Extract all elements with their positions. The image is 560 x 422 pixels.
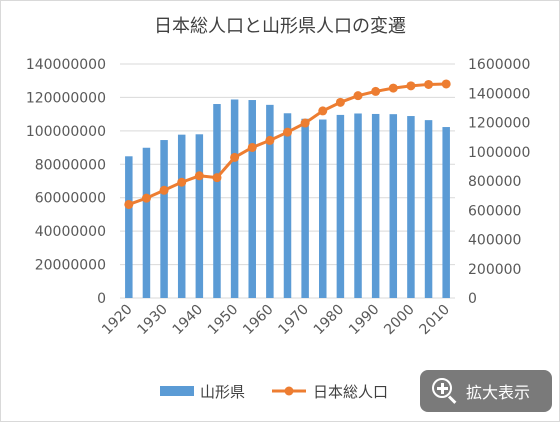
legend: 山形県 日本総人口 <box>160 383 388 401</box>
bar-yamagata-1960 <box>266 104 274 298</box>
zoom-button-label: 拡大表示 <box>466 383 531 402</box>
right-tick-label: 200000 <box>468 262 521 278</box>
point-japan-1950 <box>230 152 240 162</box>
bar-yamagata-1975 <box>319 119 327 299</box>
bar-yamagata-1940 <box>195 134 204 298</box>
right-tick-label: 1000000 <box>468 145 530 161</box>
bar-yamagata-2000 <box>407 116 415 298</box>
point-japan-2000 <box>406 81 416 91</box>
point-japan-1955 <box>247 142 257 152</box>
right-tick-label: 600000 <box>468 203 521 219</box>
bar-yamagata-1930 <box>160 140 168 298</box>
point-japan-1985 <box>353 91 363 101</box>
x-tick-label: 2000 <box>381 302 418 339</box>
legend-marker-japan <box>284 386 294 396</box>
bar-yamagata-1950 <box>230 99 239 298</box>
point-japan-2010 <box>441 79 451 89</box>
bar-yamagata-1970 <box>301 118 309 299</box>
right-tick-label: 1600000 <box>468 57 530 73</box>
bar-yamagata-1945 <box>213 104 221 299</box>
zoom-in-icon <box>432 378 458 404</box>
point-japan-1960 <box>265 135 275 145</box>
point-japan-1995 <box>388 83 398 93</box>
bar-yamagata-1935 <box>177 134 186 298</box>
point-japan-1935 <box>177 177 187 187</box>
right-tick-label: 0 <box>468 291 477 307</box>
point-japan-1975 <box>318 106 328 116</box>
bar-yamagata-1965 <box>283 113 292 299</box>
right-tick-label: 400000 <box>468 233 521 249</box>
bar-yamagata-1985 <box>354 113 362 298</box>
x-tick-label: 1950 <box>205 302 242 339</box>
bar-yamagata-2005 <box>424 120 433 298</box>
line-series-japan <box>124 79 451 209</box>
legend-label-yamagata: 山形県 <box>200 383 245 401</box>
bar-yamagata-1955 <box>248 100 256 298</box>
point-japan-1980 <box>335 97 345 107</box>
bar-series-yamagata <box>125 99 450 299</box>
zoom-button[interactable]: 拡大表示 <box>420 370 552 412</box>
point-japan-1990 <box>371 86 381 96</box>
point-japan-1930 <box>159 185 169 195</box>
left-axis: 0 20000000 40000000 60000000 80000000 1000000… <box>26 57 106 307</box>
x-tick-label: 1940 <box>170 302 207 339</box>
left-tick-label: 40000000 <box>35 224 106 240</box>
point-japan-1970 <box>300 118 310 128</box>
right-tick-label: 1400000 <box>468 86 530 102</box>
bar-yamagata-2010 <box>442 127 450 299</box>
left-tick-label: 100000000 <box>26 124 106 140</box>
left-tick-label: 20000000 <box>35 258 106 274</box>
bar-yamagata-1995 <box>389 114 398 298</box>
point-japan-2005 <box>424 79 434 89</box>
left-tick-label: 140000000 <box>26 57 106 73</box>
point-japan-1965 <box>283 127 292 137</box>
x-tick-label: 1970 <box>275 302 312 339</box>
x-tick-label: 1980 <box>311 302 348 339</box>
legend-label-japan: 日本総人口 <box>313 383 388 401</box>
left-tick-label: 0 <box>97 291 106 307</box>
left-tick-label: 120000000 <box>26 90 106 106</box>
point-japan-1940 <box>194 171 204 181</box>
right-tick-label: 800000 <box>468 174 521 190</box>
bar-yamagata-1925 <box>142 147 151 298</box>
bar-yamagata-1980 <box>336 114 345 298</box>
chart-title: 日本総人口と山形県人口の変遷 <box>154 16 406 37</box>
left-tick-label: 80000000 <box>35 157 106 173</box>
x-tick-label: 1990 <box>346 302 383 339</box>
x-tick-label: 1930 <box>134 302 171 339</box>
bar-yamagata-1920 <box>125 156 133 298</box>
point-japan-1920 <box>124 199 134 209</box>
legend-swatch-yamagata <box>160 386 194 396</box>
point-japan-1925 <box>141 193 151 203</box>
right-axis: 0 200000 400000 600000 800000 1000000 1200000 1… <box>468 57 530 307</box>
x-tick-label: 1960 <box>240 302 277 339</box>
x-tick-label: 2010 <box>416 302 453 339</box>
left-tick-label: 60000000 <box>35 191 106 207</box>
bar-yamagata-1990 <box>371 113 380 298</box>
point-japan-1945 <box>212 173 222 183</box>
right-tick-label: 1200000 <box>468 116 530 132</box>
